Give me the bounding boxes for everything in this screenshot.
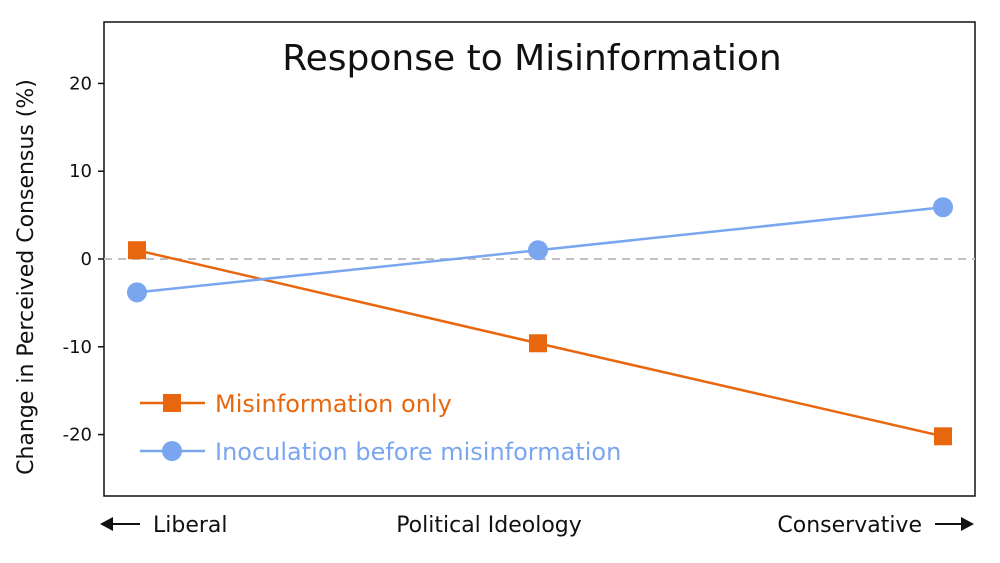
x-axis-label: Political Ideology (396, 513, 582, 538)
right-arrow-icon (961, 517, 974, 531)
y-ticks: 20 10 0 -10 -20 (63, 73, 104, 446)
x-axis-annotation: Liberal Political Ideology Conservative (100, 513, 974, 538)
legend-label-inoculation: Inoculation before misinformation (215, 438, 621, 466)
y-tick-label: -10 (63, 337, 92, 358)
y-tick-label: 20 (69, 73, 92, 94)
legend-marker-square (163, 394, 181, 412)
data-point-square (934, 427, 952, 446)
legend-marker-circle (162, 441, 182, 461)
data-point-circle (528, 240, 548, 261)
chart-title: Response to Misinformation (282, 38, 782, 79)
data-point-square (128, 241, 146, 260)
x-right-label: Conservative (777, 513, 922, 538)
y-tick-label: 0 (81, 249, 92, 270)
y-tick-label: -20 (63, 425, 92, 446)
x-left-label: Liberal (153, 513, 228, 538)
data-point-circle (933, 197, 953, 218)
legend-label-misinformation: Misinformation only (215, 390, 452, 418)
left-arrow-icon (100, 517, 113, 531)
data-point-square (529, 334, 547, 353)
data-point-circle (127, 282, 147, 303)
y-tick-label: 10 (69, 161, 92, 182)
y-axis-label: Change in Perceived Consensus (%) (14, 79, 39, 475)
legend: Misinformation only Inoculation before m… (140, 390, 621, 466)
series-layer (127, 197, 953, 446)
